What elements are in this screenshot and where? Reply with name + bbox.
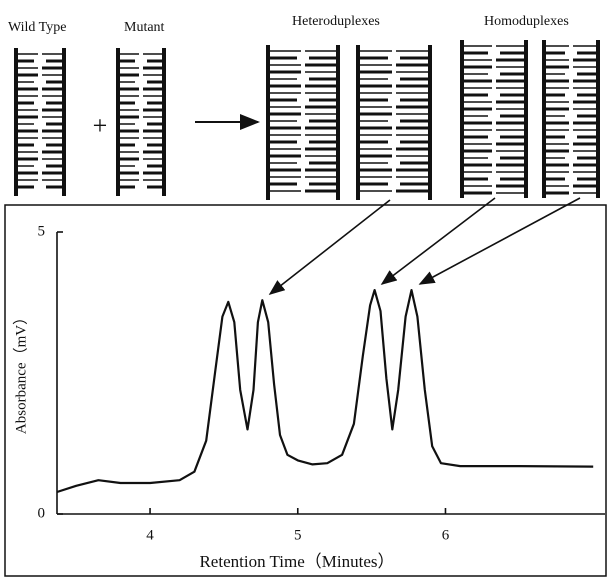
strand bbox=[356, 45, 360, 200]
strand bbox=[428, 45, 432, 200]
strand bbox=[524, 40, 528, 198]
plus: + bbox=[93, 111, 108, 140]
duplex-diagram bbox=[14, 40, 600, 200]
chromatogram-line bbox=[56, 289, 594, 494]
y-tick-label: 0 bbox=[38, 505, 46, 521]
x-tick-label: 6 bbox=[442, 527, 450, 543]
label: Homoduplexes bbox=[484, 14, 569, 29]
arrow bbox=[380, 197, 496, 285]
y-tick-label: 5 bbox=[38, 223, 46, 239]
panel-frame bbox=[4, 204, 607, 577]
label: Mutant bbox=[124, 20, 165, 35]
x-tick-label: 5 bbox=[294, 527, 302, 543]
arrow bbox=[418, 197, 581, 285]
x-axis-title: Retention Time（Minutes） bbox=[199, 552, 394, 571]
label: Heteroduplexes bbox=[292, 14, 380, 29]
label: Wild Type bbox=[8, 20, 66, 35]
x-tick-label: 4 bbox=[146, 527, 154, 543]
strand bbox=[162, 48, 166, 196]
strand bbox=[62, 48, 66, 196]
strand bbox=[336, 45, 340, 200]
strand bbox=[460, 40, 464, 198]
strand bbox=[14, 48, 18, 196]
strand bbox=[596, 40, 600, 198]
strand bbox=[116, 48, 120, 196]
y-axis-title: Absorbance（mV） bbox=[12, 310, 29, 434]
strand bbox=[542, 40, 546, 198]
strand bbox=[266, 45, 270, 200]
arrow bbox=[268, 199, 391, 295]
